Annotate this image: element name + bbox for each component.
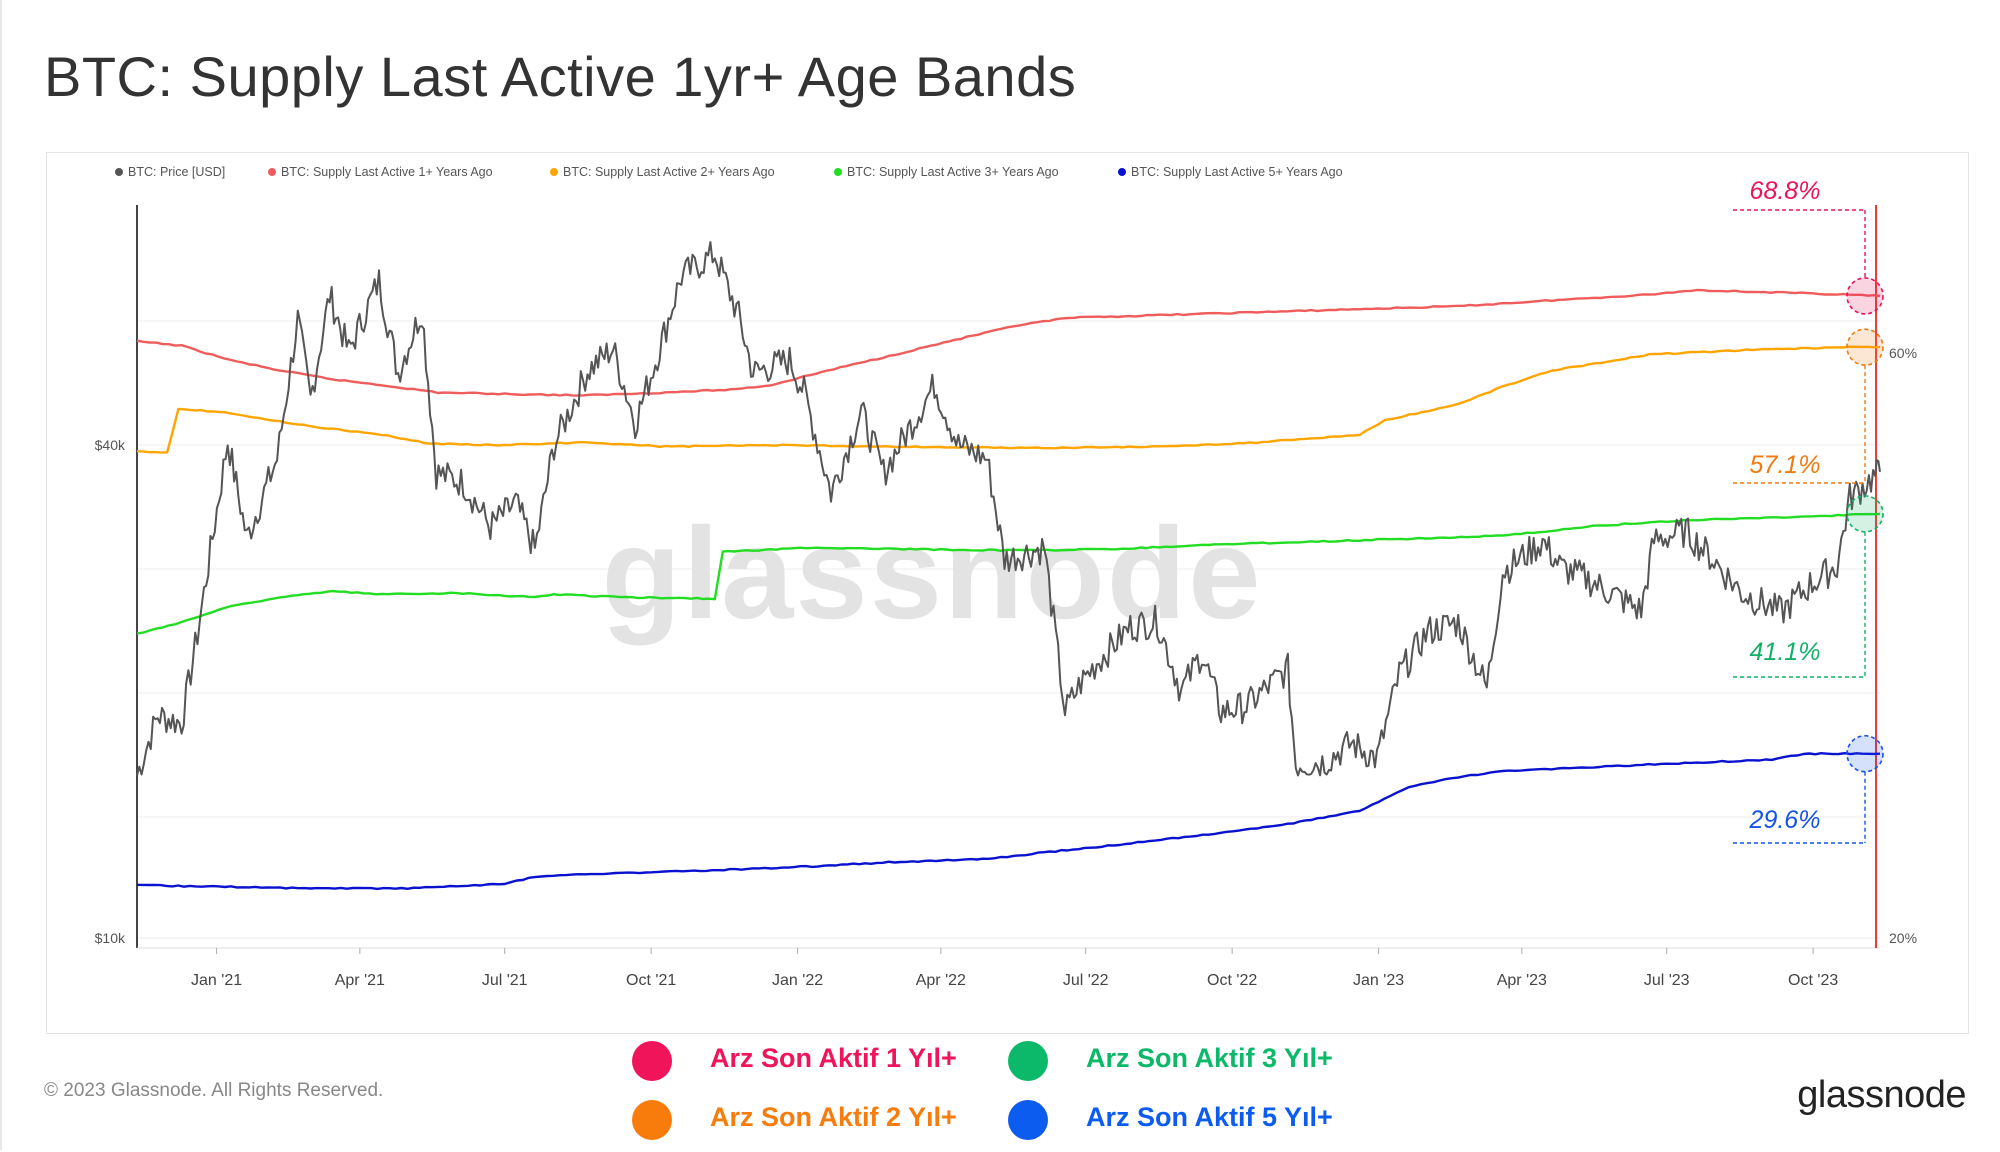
annotation-marker bbox=[1846, 328, 1884, 366]
y-tick-label: $10k bbox=[95, 930, 126, 946]
legend-label: BTC: Supply Last Active 1+ Years Ago bbox=[281, 165, 493, 179]
chart-svg: glassnode BTC: Price [USD] BTC: Supply La… bbox=[95, 165, 1917, 989]
series-layer bbox=[136, 241, 1881, 891]
x-tick-label: Jan '23 bbox=[1353, 972, 1404, 989]
y-tick-label: $40k bbox=[95, 437, 126, 453]
bottom-legend-label-3yr: Arz Son Aktif 3 Yıl+ bbox=[1086, 1043, 1333, 1073]
legend-dot-icon bbox=[632, 1041, 672, 1081]
x-tick-label: Oct '21 bbox=[626, 972, 676, 989]
x-tick-label: Oct '23 bbox=[1788, 972, 1838, 989]
legend-marker bbox=[115, 168, 123, 176]
x-tick-label: Jul '22 bbox=[1063, 972, 1109, 989]
legend-marker bbox=[550, 168, 558, 176]
legend-marker bbox=[268, 168, 276, 176]
legend-marker bbox=[1118, 168, 1126, 176]
x-tick-label: Apr '23 bbox=[1497, 972, 1547, 989]
annotation-label: 29.6% bbox=[1749, 806, 1821, 834]
annotation-layer: 68.8% 57.1% 41.1% 29.6% bbox=[1733, 177, 1884, 844]
legend-label: BTC: Supply Last Active 5+ Years Ago bbox=[1131, 165, 1343, 179]
x-tick-label: Jan '22 bbox=[772, 972, 823, 989]
watermark-text: glassnode bbox=[602, 500, 1263, 646]
legend-label: BTC: Supply Last Active 3+ Years Ago bbox=[847, 165, 1059, 179]
x-tick-label: Jan '21 bbox=[191, 972, 242, 989]
annotation-label: 57.1% bbox=[1750, 451, 1821, 479]
bottom-legend-label-5yr: Arz Son Aktif 5 Yıl+ bbox=[1086, 1102, 1333, 1132]
bottom-legend-item-2yr bbox=[632, 1100, 672, 1140]
legend-label: BTC: Price [USD] bbox=[128, 165, 225, 179]
series-line bbox=[136, 345, 1881, 454]
x-tick-label: Oct '22 bbox=[1207, 972, 1257, 989]
legend-dot-icon bbox=[1008, 1100, 1048, 1140]
annotation-label: 41.1% bbox=[1750, 638, 1821, 666]
bottom-legend-item-5yr bbox=[1008, 1100, 1048, 1140]
x-tick-label: Jul '21 bbox=[482, 972, 528, 989]
chart-legend: BTC: Price [USD] BTC: Supply Last Active … bbox=[115, 165, 1343, 179]
legend-marker bbox=[834, 168, 842, 176]
legend-dot-icon bbox=[632, 1100, 672, 1140]
x-tick-label: Apr '22 bbox=[916, 972, 966, 989]
annotation-marker bbox=[1846, 277, 1884, 315]
copyright-text: © 2023 Glassnode. All Rights Reserved. bbox=[44, 1080, 384, 1101]
chart-panel: glassnode BTC: Price [USD] BTC: Supply La… bbox=[46, 152, 1969, 1034]
legend-dot-icon bbox=[1008, 1041, 1048, 1081]
y2-tick-label: 60% bbox=[1889, 345, 1917, 361]
series-line bbox=[136, 512, 1881, 635]
series-line bbox=[136, 288, 1881, 397]
price-line bbox=[136, 241, 1881, 777]
page-title: BTC: Supply Last Active 1yr+ Age Bands bbox=[44, 45, 1077, 108]
bottom-legend-label-1yr: Arz Son Aktif 1 Yıl+ bbox=[710, 1043, 957, 1073]
legend-label: BTC: Supply Last Active 2+ Years Ago bbox=[563, 165, 775, 179]
bottom-legend-item-3yr bbox=[1008, 1041, 1048, 1081]
x-tick-label: Apr '21 bbox=[335, 972, 385, 989]
annotation-label: 68.8% bbox=[1750, 177, 1821, 205]
x-tick-label: Jul '23 bbox=[1644, 972, 1690, 989]
bottom-legend-item-1yr bbox=[632, 1041, 672, 1081]
series-line bbox=[136, 752, 1881, 891]
chart-axes: $10k $40k 20% 60% Jan '21 Apr '21 Jul '21 Oct '… bbox=[95, 205, 1917, 989]
bottom-legend-label-2yr: Arz Son Aktif 2 Yıl+ bbox=[710, 1102, 957, 1132]
annotation-marker bbox=[1846, 734, 1884, 773]
y2-tick-label: 20% bbox=[1889, 930, 1917, 946]
grid-lines bbox=[137, 320, 1880, 939]
annotation-marker bbox=[1846, 495, 1884, 533]
brand-logo: glassnode bbox=[1797, 1074, 1966, 1116]
